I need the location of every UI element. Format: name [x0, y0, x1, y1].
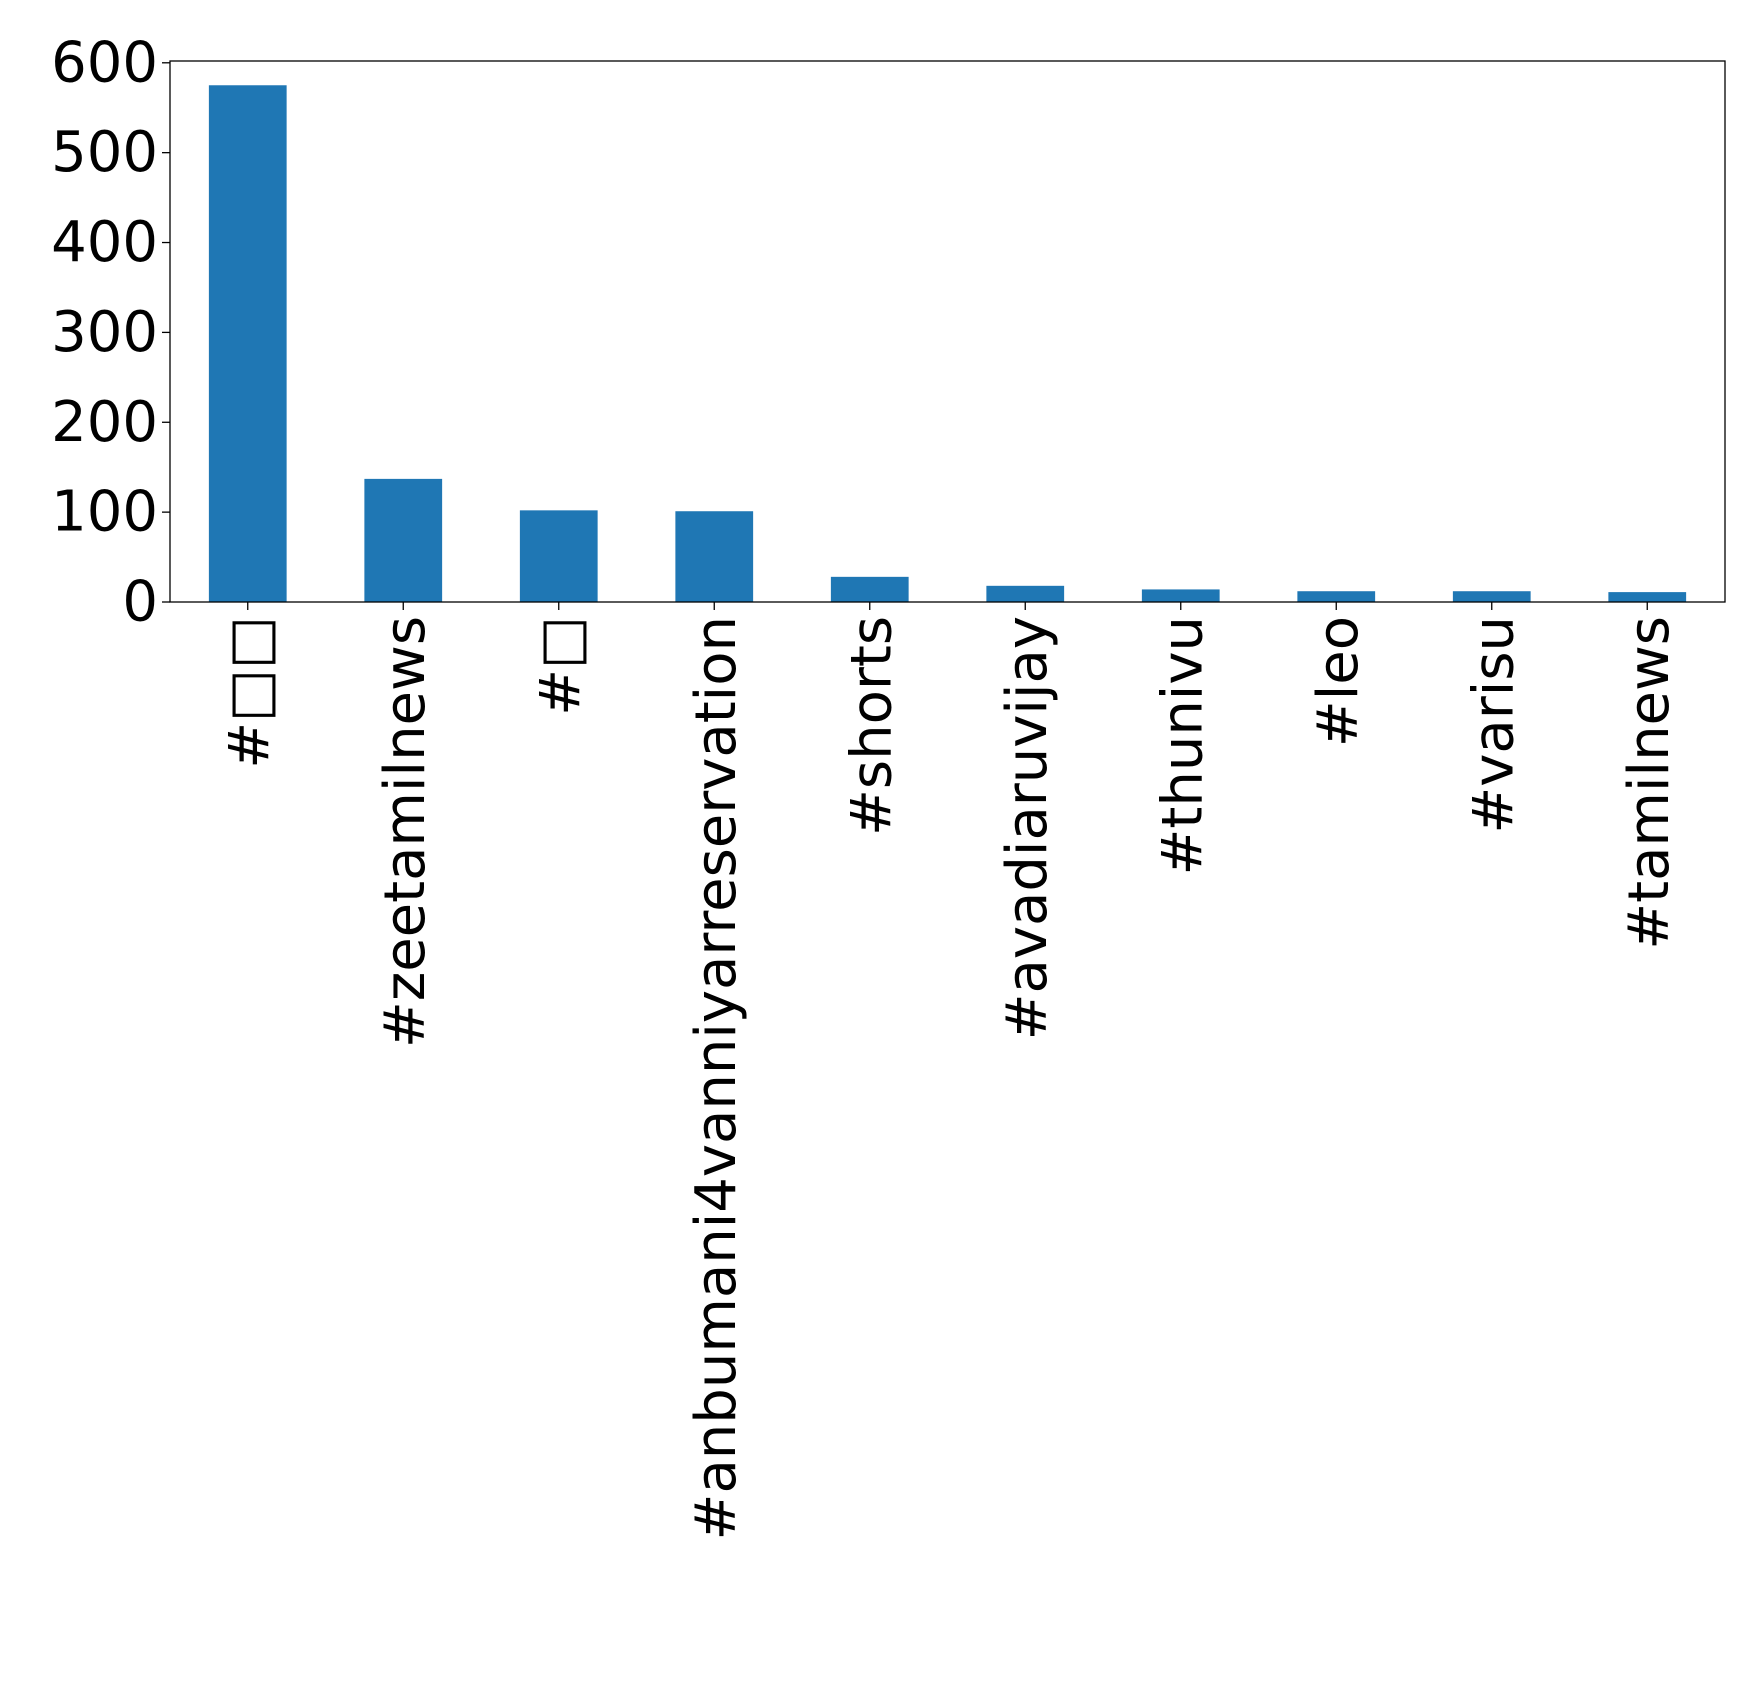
x-tick-label-4: #shorts: [839, 616, 904, 836]
y-axis: 0 100 200 300 400 500 600: [51, 30, 170, 635]
x-axis: #□□ #zeetamilnews #□ #anbumani4vanniyarrese…: [217, 602, 1682, 1540]
bar-1: [364, 478, 443, 602]
y-tick-label-6: 600: [51, 30, 158, 95]
bar-4: [830, 576, 909, 602]
x-tick-label-1: #zeetamilnews: [373, 616, 438, 1048]
x-tick-label-3: #anbumani4vanniyarreservation: [684, 616, 749, 1540]
bar-6: [1141, 589, 1220, 602]
bar-2: [519, 510, 598, 602]
bars-group: [208, 85, 1687, 602]
x-tick-label-6: #thunivu: [1150, 616, 1215, 876]
bar-5: [986, 585, 1065, 602]
bar-0: [208, 85, 287, 602]
y-tick-label-4: 400: [51, 210, 158, 275]
x-tick-label-7: #leo: [1306, 616, 1371, 747]
plot-frame: [169, 60, 1726, 603]
y-tick-label-1: 100: [51, 480, 158, 545]
bar-7: [1297, 591, 1376, 602]
bar-9: [1608, 592, 1687, 602]
bar-3: [675, 511, 754, 602]
x-tick-label-9: #tamilnews: [1617, 616, 1682, 950]
bar-8: [1452, 591, 1531, 602]
y-tick-label-2: 200: [51, 390, 158, 455]
x-tick-label-0: #□□: [217, 616, 282, 769]
y-tick-label-0: 0: [122, 570, 158, 635]
x-tick-label-5: #avadiaruvijay: [995, 616, 1060, 1040]
y-tick-label-3: 300: [51, 300, 158, 365]
x-tick-label-2: #□: [528, 616, 593, 716]
y-tick-label-5: 500: [51, 120, 158, 185]
x-tick-label-8: #varisu: [1461, 616, 1526, 834]
